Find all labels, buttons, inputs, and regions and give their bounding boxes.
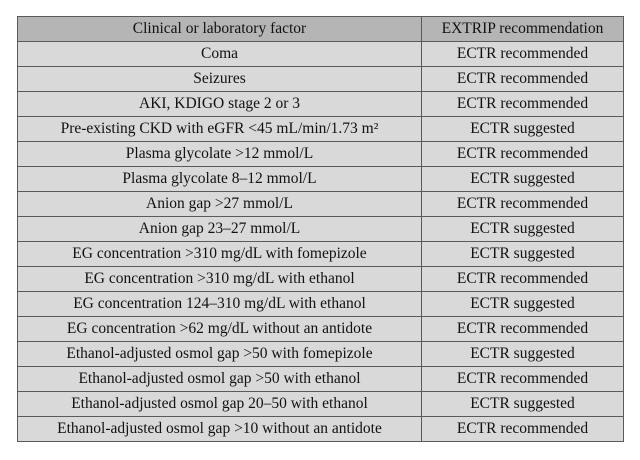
table-row: Ethanol-adjusted osmol gap >50 with etha… — [17, 366, 624, 392]
factor-cell: EG concentration >310 mg/dL with fomepiz… — [17, 241, 422, 267]
table-row: EG concentration >62 mg/dL without an an… — [17, 316, 624, 342]
table-row: Plasma glycolate >12 mmol/L ECTR recomme… — [17, 141, 624, 167]
recommendation-table-container: Clinical or laboratory factor EXTRIP rec… — [17, 16, 624, 442]
factor-cell: Ethanol-adjusted osmol gap >50 with fome… — [17, 341, 422, 367]
recommendation-cell: ECTR recommended — [421, 366, 624, 392]
table-row: Ethanol-adjusted osmol gap 20–50 with et… — [17, 391, 624, 417]
recommendation-cell: ECTR recommended — [421, 91, 624, 117]
factor-cell: Anion gap 23–27 mmol/L — [17, 216, 422, 242]
factor-cell: EG concentration >310 mg/dL with ethanol — [17, 266, 422, 292]
table-row: Ethanol-adjusted osmol gap >10 without a… — [17, 416, 624, 442]
recommendation-cell: ECTR suggested — [421, 341, 624, 367]
recommendation-cell: ECTR suggested — [421, 216, 624, 242]
factor-cell: Seizures — [17, 66, 422, 92]
table-row: EG concentration 124–310 mg/dL with etha… — [17, 291, 624, 317]
recommendation-cell: ECTR suggested — [421, 291, 624, 317]
recommendation-cell: ECTR recommended — [421, 416, 624, 442]
header-recommendation: EXTRIP recommendation — [421, 16, 624, 42]
table-row: AKI, KDIGO stage 2 or 3 ECTR recommended — [17, 91, 624, 117]
factor-cell: Plasma glycolate 8–12 mmol/L — [17, 166, 422, 192]
factor-cell: Ethanol-adjusted osmol gap 20–50 with et… — [17, 391, 422, 417]
factor-cell: Coma — [17, 41, 422, 67]
recommendation-cell: ECTR suggested — [421, 391, 624, 417]
recommendation-cell: ECTR recommended — [421, 191, 624, 217]
factor-cell: Anion gap >27 mmol/L — [17, 191, 422, 217]
recommendation-cell: ECTR recommended — [421, 41, 624, 67]
table-row: Ethanol-adjusted osmol gap >50 with fome… — [17, 341, 624, 367]
header-factor: Clinical or laboratory factor — [17, 16, 422, 42]
recommendation-cell: ECTR recommended — [421, 66, 624, 92]
extrip-recommendation-table: Clinical or laboratory factor EXTRIP rec… — [17, 16, 624, 442]
factor-cell: AKI, KDIGO stage 2 or 3 — [17, 91, 422, 117]
recommendation-cell: ECTR suggested — [421, 166, 624, 192]
table-row: Coma ECTR recommended — [17, 41, 624, 67]
recommendation-cell: ECTR recommended — [421, 316, 624, 342]
recommendation-cell: ECTR recommended — [421, 141, 624, 167]
recommendation-cell: ECTR recommended — [421, 266, 624, 292]
table-row: Anion gap 23–27 mmol/L ECTR suggested — [17, 216, 624, 242]
factor-cell: EG concentration 124–310 mg/dL with etha… — [17, 291, 422, 317]
table-row: Anion gap >27 mmol/L ECTR recommended — [17, 191, 624, 217]
factor-cell: Ethanol-adjusted osmol gap >10 without a… — [17, 416, 422, 442]
factor-cell: EG concentration >62 mg/dL without an an… — [17, 316, 422, 342]
table-row: Pre-existing CKD with eGFR <45 mL/min/1.… — [17, 116, 624, 142]
table-row: Plasma glycolate 8–12 mmol/L ECTR sugges… — [17, 166, 624, 192]
factor-cell: Plasma glycolate >12 mmol/L — [17, 141, 422, 167]
factor-cell: Pre-existing CKD with eGFR <45 mL/min/1.… — [17, 116, 422, 142]
header-row: Clinical or laboratory factor EXTRIP rec… — [17, 16, 624, 42]
table-row: EG concentration >310 mg/dL with fomepiz… — [17, 241, 624, 267]
table-row: EG concentration >310 mg/dL with ethanol… — [17, 266, 624, 292]
recommendation-cell: ECTR suggested — [421, 241, 624, 267]
recommendation-cell: ECTR suggested — [421, 116, 624, 142]
factor-cell: Ethanol-adjusted osmol gap >50 with etha… — [17, 366, 422, 392]
table-row: Seizures ECTR recommended — [17, 66, 624, 92]
